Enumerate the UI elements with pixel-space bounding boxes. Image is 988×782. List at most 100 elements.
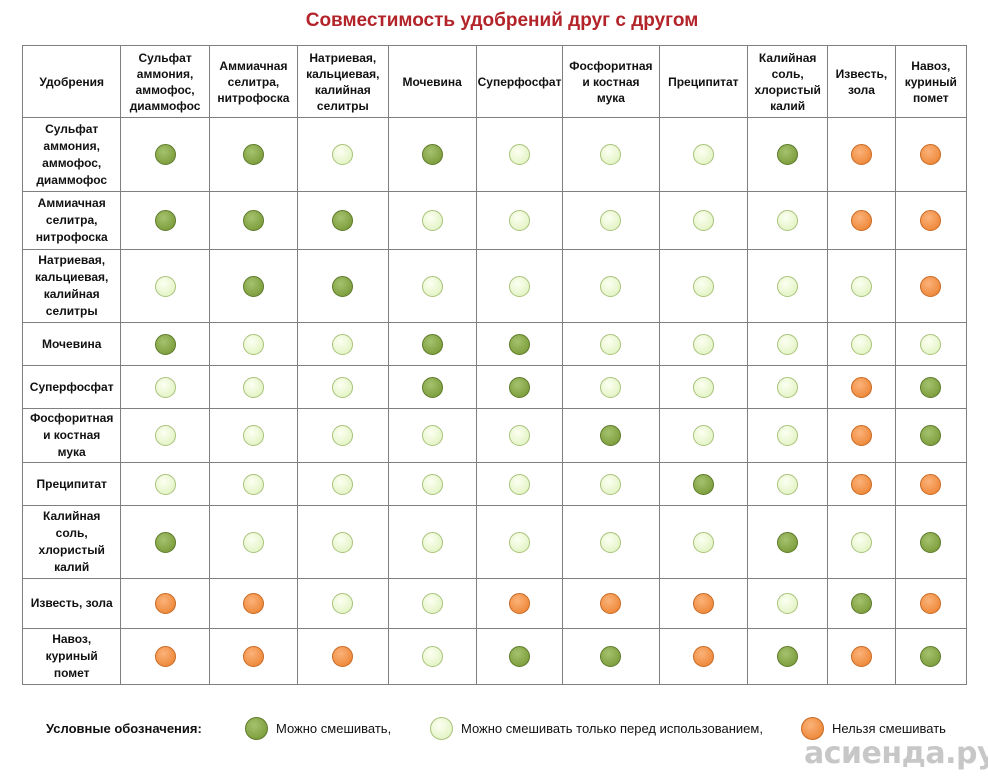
status-dot-icon xyxy=(600,646,622,667)
compatibility-cell xyxy=(208,628,299,685)
status-dot-icon xyxy=(154,531,176,553)
status-dot-icon xyxy=(509,473,531,495)
status-dot-icon xyxy=(509,333,531,355)
compatibility-cell xyxy=(208,365,299,409)
column-header: Калийная соль, хлористый калий xyxy=(746,45,829,118)
table-row: Мочевина xyxy=(21,322,968,366)
compatibility-cell xyxy=(894,249,968,323)
compatibility-cell xyxy=(475,117,564,192)
compatibility-cell xyxy=(658,191,748,250)
status-dot-icon xyxy=(154,275,176,297)
row-header-line: калийная xyxy=(43,287,100,301)
column-header-line: аммофос, xyxy=(135,82,195,97)
table-row: Известь, зола xyxy=(21,578,968,629)
column-header-line: Аммиачная xyxy=(219,58,288,73)
compatibility-cell xyxy=(120,365,210,409)
row-header-line: Сульфат xyxy=(45,121,99,136)
status-dot-icon xyxy=(332,210,354,231)
column-header: Преципитат xyxy=(658,45,748,118)
row-header-line: селитра, xyxy=(45,213,98,227)
column-header-line: Сульфат xyxy=(138,50,192,65)
legend-title: Условные обозначения: xyxy=(46,721,202,736)
status-dot-icon xyxy=(777,593,799,614)
status-dot-icon xyxy=(600,531,622,553)
column-header-line: Калийная xyxy=(758,50,817,65)
compatibility-cell xyxy=(562,365,660,409)
status-dot-icon xyxy=(692,376,714,398)
status-dot-icon xyxy=(777,376,799,398)
compatibility-cell xyxy=(562,628,660,685)
table-row: Сульфат аммония, аммофос, диаммофос xyxy=(21,117,968,192)
compatibility-cell xyxy=(746,365,829,409)
compatibility-cell xyxy=(894,578,968,629)
status-dot-icon xyxy=(421,473,443,495)
status-dot-icon xyxy=(692,646,714,667)
column-header-line: помет xyxy=(912,90,949,105)
compatibility-cell xyxy=(475,191,564,250)
row-header-line: аммония, xyxy=(43,138,100,153)
legend-dot-compatible-icon xyxy=(245,716,268,740)
status-dot-icon xyxy=(332,376,354,398)
status-dot-icon xyxy=(692,144,714,165)
compatibility-cell xyxy=(562,249,660,323)
compatibility-cell xyxy=(120,578,210,629)
compatibility-cell xyxy=(387,408,477,463)
status-dot-icon xyxy=(242,376,264,398)
status-dot-icon xyxy=(421,210,443,231)
compatibility-cell xyxy=(746,628,829,685)
compatibility-cell xyxy=(827,322,896,366)
compatibility-cell xyxy=(387,628,477,685)
compatibility-cell xyxy=(120,628,210,685)
compatibility-cell xyxy=(208,191,299,250)
status-dot-icon xyxy=(920,531,942,553)
status-dot-icon xyxy=(332,473,354,495)
row-header-line: мука xyxy=(57,445,86,459)
status-dot-icon xyxy=(421,144,443,165)
row-header-line: Навоз, xyxy=(52,632,92,646)
status-dot-icon xyxy=(600,210,622,231)
status-dot-icon xyxy=(777,144,799,165)
compatibility-cell xyxy=(746,191,829,250)
status-dot-icon xyxy=(777,531,799,553)
compatibility-cell xyxy=(475,578,564,629)
status-dot-icon xyxy=(692,473,714,495)
watermark: асиенда.ру xyxy=(800,728,988,778)
column-header-line: соль, xyxy=(771,66,804,81)
compatibility-cell xyxy=(208,462,299,506)
row-header-line: калий xyxy=(54,560,90,574)
compatibility-cell xyxy=(387,249,477,323)
status-dot-icon xyxy=(600,144,622,165)
status-dot-icon xyxy=(242,210,264,231)
compatibility-cell xyxy=(387,191,477,250)
status-dot-icon xyxy=(777,275,799,297)
row-header-line: Суперфосфат xyxy=(29,379,114,394)
compatibility-cell xyxy=(894,191,968,250)
row-header-line: Мочевина xyxy=(42,336,102,351)
status-dot-icon xyxy=(332,593,354,614)
column-header: Сульфат аммония, аммофос, диаммофос xyxy=(120,45,210,118)
status-dot-icon xyxy=(509,531,531,553)
table-row: Навоз, куриный помет xyxy=(21,628,968,685)
status-dot-icon xyxy=(242,473,264,495)
table-row: Преципитат xyxy=(21,462,968,506)
row-header-line: аммофос, xyxy=(42,155,102,170)
compatibility-cell xyxy=(562,322,660,366)
compatibility-cell xyxy=(120,249,210,323)
status-dot-icon xyxy=(509,275,531,297)
compatibility-cell xyxy=(297,628,389,685)
status-dot-icon xyxy=(332,646,354,667)
compatibility-cell xyxy=(475,628,564,685)
status-dot-icon xyxy=(920,210,942,231)
table-row: Суперфосфат xyxy=(21,365,968,409)
status-dot-icon xyxy=(421,646,443,667)
compatibility-cell xyxy=(827,408,896,463)
compatibility-cell xyxy=(827,462,896,506)
legend-item-incompatible: Нельзя смешивать xyxy=(801,715,946,741)
status-dot-icon xyxy=(242,144,264,165)
status-dot-icon xyxy=(421,333,443,355)
row-header: Известь, зола xyxy=(21,578,122,629)
compatibility-cell xyxy=(658,578,748,629)
compatibility-cell xyxy=(475,365,564,409)
column-header-line: калий xyxy=(770,98,806,113)
row-header: Натриевая, кальциевая, калийная селитры xyxy=(21,249,122,323)
